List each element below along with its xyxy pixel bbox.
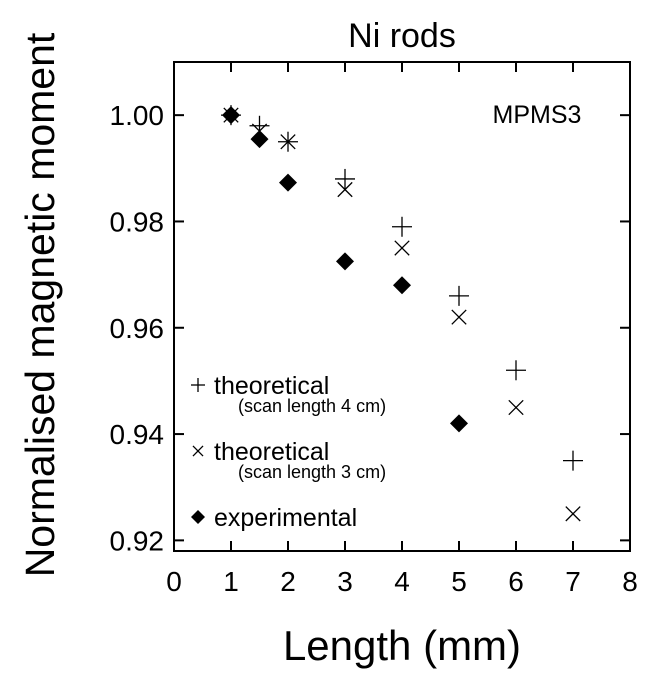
y-tick-label: 0.96 [110, 313, 165, 344]
diamond-point [393, 276, 411, 295]
legend-label: theoretical [214, 372, 329, 400]
y-tick-label: 0.98 [110, 206, 165, 237]
y-axis-ticks: 0.92 0.94 0.96 0.98 1.00 [110, 100, 630, 556]
cross-point [565, 506, 581, 522]
x-tick-label: 0 [166, 566, 182, 597]
diamond-point [450, 414, 468, 433]
legend-label: theoretical [214, 438, 329, 466]
diamond-point [222, 106, 240, 125]
x-tick-label: 7 [565, 566, 581, 597]
data-points [221, 105, 583, 522]
x-tick-label: 5 [451, 566, 467, 597]
cross-point [394, 240, 410, 256]
plus-point [563, 450, 583, 471]
x-tick-label: 4 [394, 566, 410, 597]
cross-point [337, 181, 353, 198]
y-tick-label: 0.92 [110, 525, 165, 556]
legend-cross-marker [192, 445, 204, 457]
legend-label: experimental [214, 504, 357, 532]
y-tick-label: 0.94 [110, 419, 165, 450]
plus-point [449, 285, 469, 306]
diamond-point [279, 173, 297, 192]
x-tick-label: 8 [622, 566, 638, 597]
y-tick-label: 1.00 [110, 100, 165, 131]
mpms3-annotation: MPMS3 [493, 101, 582, 129]
plus-point [506, 360, 526, 381]
diamond-point [336, 252, 354, 271]
legend-diamond-marker [191, 510, 205, 524]
legend-plus-marker [191, 378, 205, 392]
legend: theoretical(scan length 4 cm)theoretical… [191, 372, 386, 532]
legend-note: (scan length 3 cm) [238, 462, 386, 482]
x-tick-label: 3 [337, 566, 353, 597]
cross-point [508, 399, 524, 416]
diamond-point [250, 130, 269, 149]
cross-point [451, 309, 467, 325]
x-tick-label: 1 [223, 566, 239, 597]
x-axis-label: Length (mm) [283, 622, 521, 669]
x-tick-label: 6 [508, 566, 524, 597]
chart-title: Ni rods [348, 17, 456, 55]
x-axis-ticks: 0 1 2 3 4 5 6 7 8 [166, 62, 638, 597]
legend-note: (scan length 4 cm) [238, 396, 386, 416]
x-tick-label: 2 [280, 566, 296, 597]
cross-point [280, 134, 296, 150]
y-axis-label: Normalised magnetic moment [17, 32, 63, 577]
plus-point [335, 168, 355, 189]
plus-point [392, 216, 412, 237]
